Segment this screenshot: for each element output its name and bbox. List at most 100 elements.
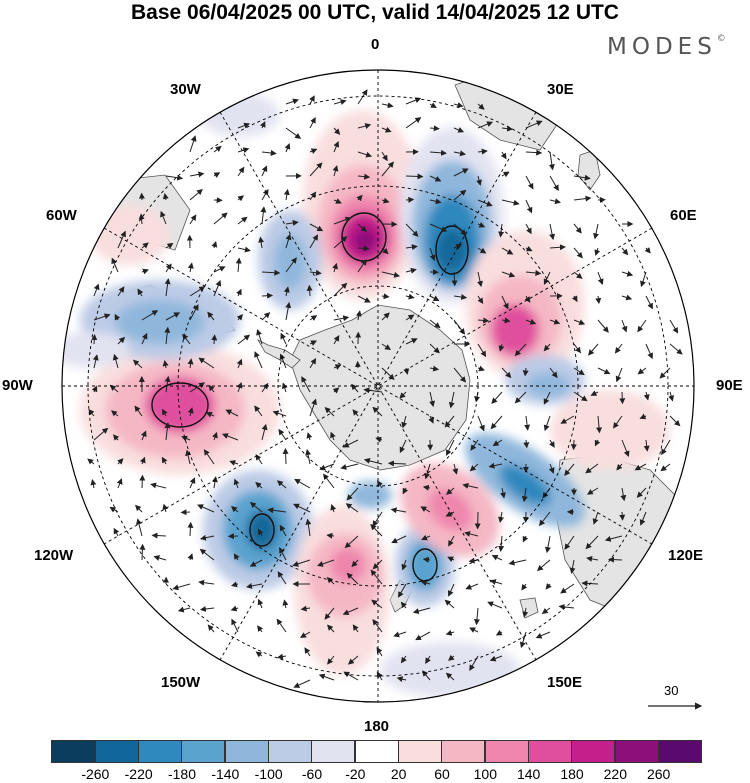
wind-vector-arrow	[88, 408, 95, 417]
wind-vector-arrow	[573, 223, 582, 234]
wind-vector-arrow	[573, 367, 585, 376]
wind-vector-arrow	[375, 436, 383, 443]
lon-label-0: 0	[371, 36, 380, 53]
wind-vector-arrow	[381, 343, 392, 351]
wind-vector-arrow	[87, 458, 95, 465]
wind-vector-arrow	[473, 607, 480, 626]
wind-vector-arrow	[333, 315, 350, 322]
lon-label-120w: 120W	[34, 547, 74, 564]
wind-vector-arrow	[488, 462, 503, 469]
wind-vector-arrow	[399, 439, 407, 454]
wind-vector-arrow	[343, 671, 359, 681]
wind-vector-arrow	[429, 247, 436, 262]
wind-vector-arrow	[525, 318, 537, 325]
wind-vector-arrow	[453, 189, 467, 201]
anomaly-field	[62, 93, 670, 698]
wind-vector-arrow	[393, 631, 407, 638]
wind-vector-arrow	[267, 507, 287, 514]
wind-vector-arrow	[93, 427, 109, 441]
wind-vector-arrow	[421, 534, 431, 541]
wind-vector-arrow	[134, 405, 143, 417]
wind-vector-arrow	[333, 99, 347, 105]
wind-vector-arrow	[237, 246, 251, 253]
wind-vector-arrow	[300, 631, 311, 638]
wind-vector-arrow	[519, 631, 527, 649]
colorbar-swatch	[528, 740, 572, 763]
wind-vector-arrow	[543, 391, 551, 405]
wind-vector-arrow	[285, 127, 302, 139]
wind-vector-arrow	[309, 315, 318, 321]
wind-vector-arrow	[405, 293, 415, 300]
wind-vector-arrow	[162, 192, 169, 201]
wind-vector-arrow	[514, 391, 527, 404]
wind-vector-arrow	[447, 583, 455, 597]
wind-vector-arrow	[254, 351, 263, 369]
wind-vector-arrow	[615, 367, 623, 383]
colorbar-swatch	[268, 740, 312, 763]
wind-vector-arrow	[501, 295, 509, 310]
wind-vector-arrow	[114, 313, 121, 321]
wind-vector-arrow	[477, 295, 484, 305]
wind-vector-arrow	[211, 334, 218, 345]
colorbar-swatch	[94, 740, 139, 763]
wind-vector-arrow	[357, 123, 372, 129]
wind-vector-arrow	[453, 367, 467, 383]
wind-vector-arrow	[162, 503, 169, 513]
colorbar-swatch	[181, 740, 226, 763]
lon-label-150w: 150W	[161, 674, 201, 691]
wind-vector-arrow	[93, 283, 100, 297]
wind-vector-arrow	[621, 439, 630, 458]
wind-vector-arrow	[400, 601, 407, 609]
wind-vector-arrow	[429, 149, 447, 156]
map-title: Base 06/04/2025 00 UTC, valid 14/04/2025…	[131, 1, 619, 24]
wind-vector-arrow	[620, 487, 627, 502]
colorbar-swatch	[441, 740, 486, 763]
wind-vector-arrow	[109, 384, 119, 393]
wind-vector-arrow	[324, 407, 335, 417]
colorbar	[51, 740, 702, 763]
wind-vector-arrow	[213, 279, 222, 297]
wind-vector-arrow	[668, 391, 674, 402]
wind-vector-arrow	[377, 480, 383, 489]
wind-vector-arrow	[397, 583, 407, 598]
wind-vector-arrow	[446, 439, 455, 456]
wind-vector-arrow	[477, 222, 486, 228]
wind-vector-arrow	[211, 476, 218, 489]
wind-vector-arrow	[501, 125, 514, 132]
wind-vector-arrow	[233, 553, 240, 561]
wind-vector-arrow	[326, 532, 335, 539]
wind-vector-arrow	[477, 317, 490, 324]
wind-vector-arrow	[405, 338, 418, 345]
wind-vector-arrow	[498, 511, 504, 523]
wind-vector-arrow	[549, 198, 561, 205]
wind-vector-arrow	[90, 479, 97, 489]
wind-vector-arrow	[318, 673, 335, 681]
wind-vector-arrow	[491, 391, 503, 404]
wind-vector-arrow	[446, 487, 455, 495]
wind-vector-arrow	[548, 151, 555, 171]
wind-vector-arrow	[586, 487, 599, 495]
wind-vector-arrow	[153, 555, 167, 561]
wind-vector-arrow	[139, 456, 146, 465]
colorbar-swatch	[311, 740, 356, 763]
wind-vector-arrow	[283, 188, 290, 201]
wind-vector-arrow	[634, 463, 647, 471]
wind-vector-arrow	[453, 127, 465, 133]
wind-vector-arrow	[332, 387, 340, 394]
wind-vector-arrow	[230, 605, 239, 612]
colorbar-swatch	[138, 740, 182, 763]
wind-vector-arrow	[161, 456, 168, 465]
wind-vector-arrow	[429, 102, 437, 109]
wind-vector-arrow	[489, 579, 503, 585]
wind-vector-arrow	[403, 367, 410, 375]
wind-vector-arrow	[420, 506, 431, 513]
wind-vector-arrow	[660, 463, 671, 472]
wind-vector-arrow	[135, 504, 143, 513]
wind-vector-arrow	[644, 247, 651, 254]
wind-vector-arrow	[231, 581, 239, 588]
wind-vector-arrow	[292, 559, 311, 567]
wind-vector-arrow	[333, 140, 340, 153]
graticule	[62, 70, 694, 702]
wind-vector-arrow	[593, 223, 599, 240]
wind-vector-arrow	[544, 535, 551, 554]
